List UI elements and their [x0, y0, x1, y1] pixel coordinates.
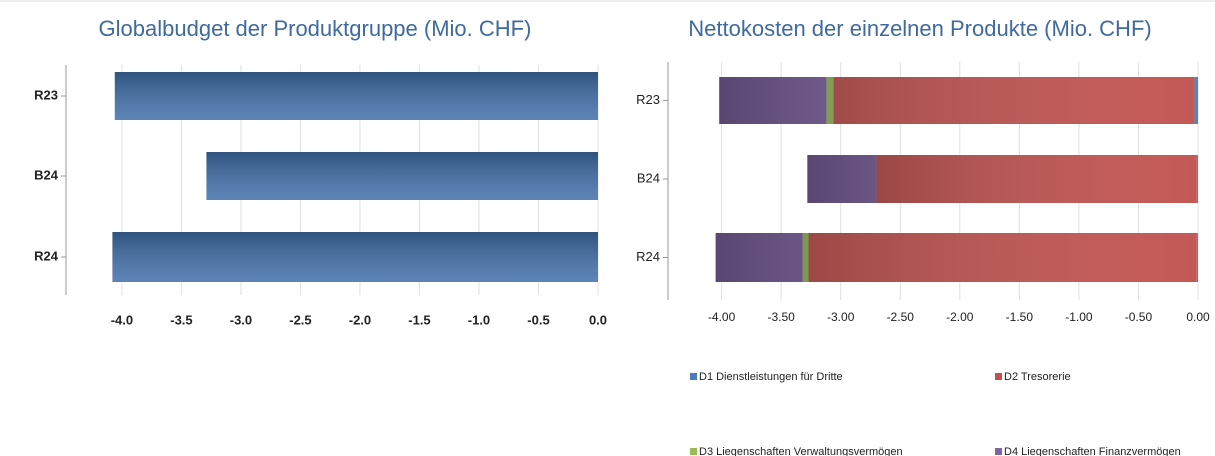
x-tick-label: 0.00 — [1186, 310, 1210, 324]
bar-shade — [715, 233, 1198, 282]
x-tick-label: -2.50 — [887, 310, 915, 324]
x-tick-label: -0.50 — [1125, 310, 1153, 324]
legend-swatch — [995, 373, 1002, 380]
bar-shade — [719, 77, 1198, 124]
chart-title: Nettokosten der einzelnen Produkte (Mio.… — [688, 16, 1151, 41]
legend-label: D2 Tresorerie — [1004, 371, 1071, 383]
y-tick-label: R24 — [34, 248, 59, 263]
x-tick-label: -2.0 — [349, 312, 371, 327]
x-tick-label: 0.0 — [589, 312, 607, 327]
y-tick-label: B24 — [34, 167, 59, 182]
legend-label: D4 Liegenschaften Finanzvermögen — [1004, 446, 1181, 456]
x-tick-label: -3.50 — [767, 310, 795, 324]
x-tick-label: -1.0 — [468, 312, 490, 327]
y-tick-label: B24 — [637, 170, 660, 185]
x-tick-label: -1.50 — [1006, 310, 1034, 324]
x-tick-label: -3.5 — [170, 312, 192, 327]
x-tick-label: -1.00 — [1065, 310, 1093, 324]
legend-swatch — [690, 448, 697, 455]
y-tick-label: R23 — [34, 87, 58, 102]
legend-label: D3 Liegenschaften Verwaltungsvermögen — [699, 446, 903, 456]
y-tick-label: R24 — [636, 249, 660, 264]
bar-shade — [114, 72, 598, 120]
x-tick-label: -2.00 — [946, 310, 974, 324]
x-tick-label: -3.00 — [827, 310, 855, 324]
y-tick-label: R23 — [636, 92, 660, 107]
legend-swatch — [995, 448, 1002, 455]
bar-shade — [206, 152, 598, 200]
x-tick-label: -3.0 — [230, 312, 252, 327]
x-tick-label: -2.5 — [289, 312, 311, 327]
bar-shade — [807, 155, 1198, 203]
x-tick-label: -0.5 — [527, 312, 549, 327]
x-tick-label: -4.00 — [708, 310, 736, 324]
chart-title: Globalbudget der Produktgruppe (Mio. CHF… — [99, 16, 532, 41]
legend-swatch — [690, 373, 697, 380]
legend-label: D1 Dienstleistungen für Dritte — [699, 371, 843, 383]
x-tick-label: -1.5 — [408, 312, 430, 327]
bar-shade — [112, 232, 598, 282]
x-tick-label: -4.0 — [111, 312, 133, 327]
